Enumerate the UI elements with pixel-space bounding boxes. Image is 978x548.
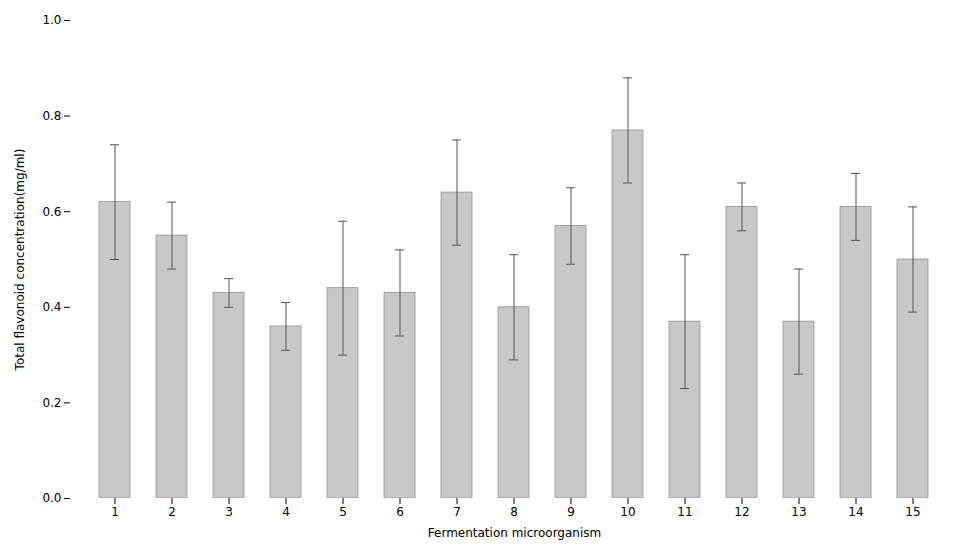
svg-text:0.0: 0.0	[42, 491, 61, 505]
svg-text:0.6: 0.6	[42, 205, 61, 219]
svg-text:Total flavonoid concentration(: Total flavonoid concentration(mg/ml)	[13, 149, 27, 372]
svg-text:5: 5	[339, 505, 347, 519]
svg-text:0.4: 0.4	[42, 300, 61, 314]
svg-text:1.0: 1.0	[42, 13, 61, 27]
svg-text:0.2: 0.2	[42, 396, 61, 410]
svg-text:13: 13	[791, 505, 806, 519]
svg-text:0.8: 0.8	[42, 109, 61, 123]
svg-text:2: 2	[168, 505, 176, 519]
svg-text:1: 1	[111, 505, 119, 519]
svg-text:8: 8	[510, 505, 518, 519]
svg-text:4: 4	[282, 505, 290, 519]
svg-text:Fermentation microorganism: Fermentation microorganism	[428, 526, 601, 540]
svg-text:15: 15	[905, 505, 920, 519]
svg-text:3: 3	[225, 505, 233, 519]
svg-text:12: 12	[734, 505, 749, 519]
svg-text:7: 7	[453, 505, 461, 519]
svg-text:11: 11	[677, 505, 692, 519]
svg-text:10: 10	[620, 505, 635, 519]
svg-text:9: 9	[567, 505, 575, 519]
svg-text:6: 6	[396, 505, 404, 519]
svg-text:14: 14	[848, 505, 863, 519]
